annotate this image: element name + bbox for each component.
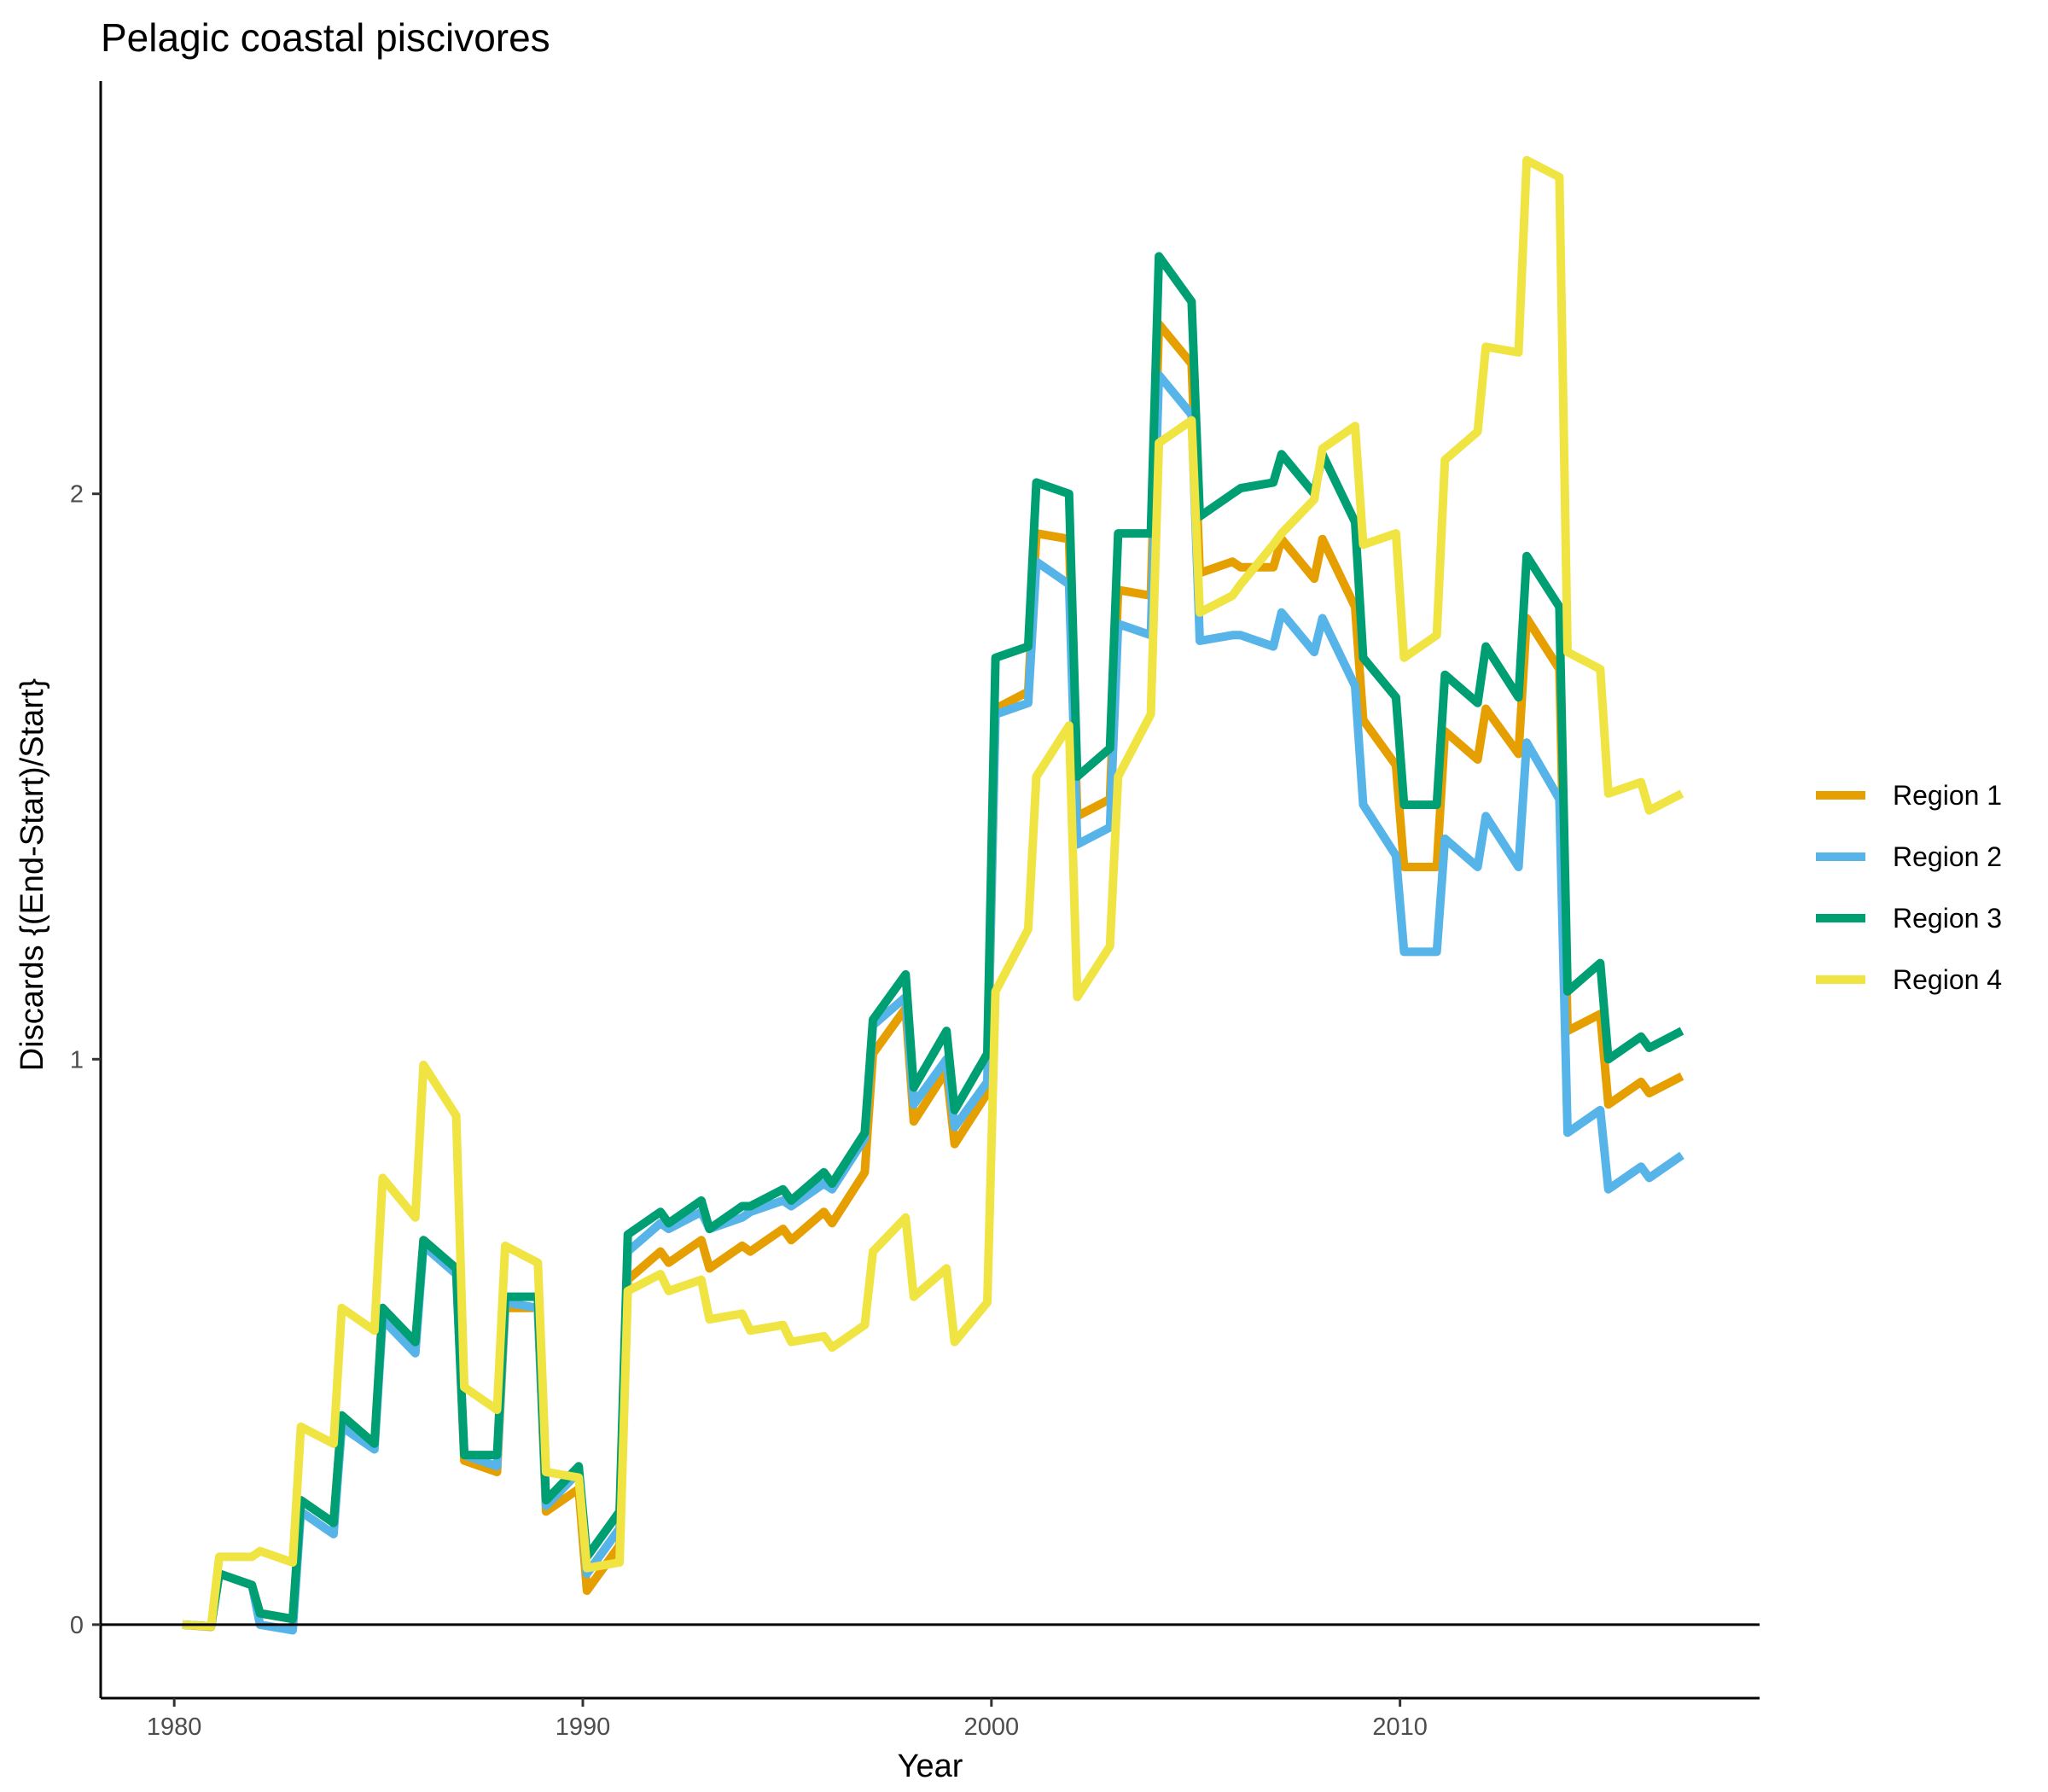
chart-title: Pelagic coastal piscivores bbox=[101, 15, 550, 60]
series-line-region-1 bbox=[182, 319, 1684, 1632]
x-tick-label: 2000 bbox=[964, 1713, 1020, 1741]
y-tick-label: 2 bbox=[70, 481, 84, 509]
x-axis-title: Year bbox=[898, 1748, 963, 1784]
legend-label: Region 2 bbox=[1893, 841, 2002, 872]
x-tick-label: 1980 bbox=[147, 1713, 202, 1741]
x-tick-label: 2010 bbox=[1372, 1713, 1428, 1741]
plot-series bbox=[182, 155, 1684, 1635]
x-tick-label: 1990 bbox=[556, 1713, 611, 1741]
y-axis-ticks: 0 1 2 bbox=[70, 481, 101, 1639]
y-tick-label: 1 bbox=[70, 1046, 84, 1073]
legend-label: Region 1 bbox=[1893, 780, 2002, 811]
series-line-region-3 bbox=[182, 252, 1684, 1631]
legend: Region 1 Region 2 Region 3 Region 4 bbox=[1816, 780, 2002, 995]
series-line-region-4 bbox=[182, 155, 1684, 1631]
y-axis-title: Discards {(End-Start)/Start} bbox=[15, 678, 50, 1071]
series-line-region-2 bbox=[182, 370, 1684, 1635]
y-tick-label: 0 bbox=[70, 1612, 84, 1639]
legend-label: Region 3 bbox=[1893, 903, 2002, 934]
x-axis-ticks: 1980 1990 2000 2010 bbox=[147, 1698, 1428, 1741]
legend-label: Region 4 bbox=[1893, 964, 2002, 995]
